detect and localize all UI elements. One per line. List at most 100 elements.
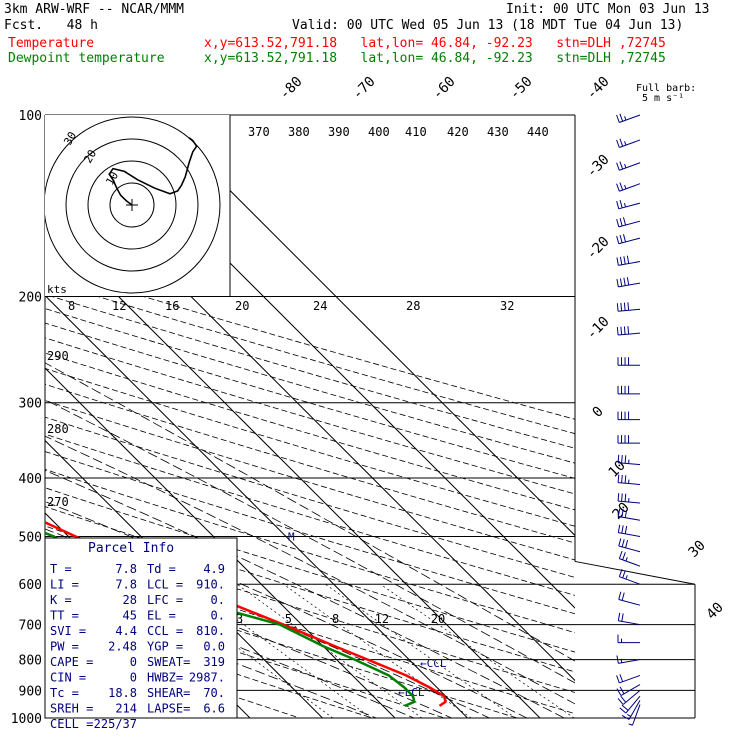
wind-barb-half-flag <box>624 116 627 121</box>
mixing-ratio-line <box>283 583 472 718</box>
wind-barb <box>617 690 641 705</box>
wind-barb-flag <box>620 326 623 335</box>
wind-barb-flag <box>623 326 626 335</box>
wind-barb-flag <box>616 235 620 244</box>
wind-barb <box>616 138 641 148</box>
theta-label: 440 <box>527 125 549 139</box>
wind-barb-flag <box>617 493 620 502</box>
legend-temperature: Temperature <box>8 36 95 51</box>
wind-barb-flag <box>617 454 620 463</box>
wind-barb <box>616 255 641 266</box>
isotherm-line <box>154 115 575 537</box>
parcel-label: PW = <box>50 640 79 654</box>
isotherm-label: 30 <box>686 538 709 561</box>
mixed-layer-marker: M <box>288 530 295 543</box>
hodograph-ring <box>87 160 177 250</box>
wind-barb-flag <box>619 686 625 695</box>
pressure-tick-label: 700 <box>19 619 42 634</box>
pressure-tick-label: 600 <box>19 578 42 593</box>
pressure-tick-label: 500 <box>19 530 42 545</box>
parcel-title: Parcel Info <box>88 541 174 556</box>
wind-barb-flag <box>619 674 624 682</box>
wind-barb-staff <box>618 599 641 606</box>
wind-barb <box>617 385 640 395</box>
theta-label: 420 <box>447 125 469 139</box>
wind-barb <box>618 538 641 553</box>
wind-barb-flag <box>627 326 630 335</box>
wind-barb-staff <box>622 690 641 705</box>
hodograph-ring-label: 20 <box>81 148 99 166</box>
pressure-tick-label: 200 <box>19 291 42 306</box>
hodograph-kts-label: kts <box>47 283 67 296</box>
parcel-value: 45 <box>123 609 137 623</box>
parcel-label: K = <box>50 593 72 607</box>
wind-barb <box>621 700 641 720</box>
isotherm-label: 20 <box>610 500 633 523</box>
wind-barb-flag <box>617 524 621 533</box>
dry-adiabat <box>45 566 519 718</box>
mixing-ratio-line <box>236 583 423 718</box>
wind-barb-flag <box>619 138 624 147</box>
wind-barb-flag <box>616 162 620 171</box>
pressure-tick-label: 300 <box>19 397 42 412</box>
wind-barb <box>616 684 641 696</box>
wind-barb-flag <box>624 509 628 518</box>
parcel-label: CELL = <box>50 717 93 731</box>
wind-barb-flag <box>621 493 623 502</box>
mixing-ratio-line <box>188 583 372 718</box>
wind-barb-half-flag <box>627 713 632 717</box>
hodograph-speed-label: 24 <box>313 299 327 313</box>
mixing-ratio-label: 8 <box>332 612 339 626</box>
wind-barb <box>616 234 641 245</box>
isotherm-label: -50 <box>507 74 536 103</box>
dry-adiabat <box>45 451 575 615</box>
wind-barb-half-flag <box>624 163 627 169</box>
wind-barb <box>617 357 640 366</box>
hodograph-speed-label: 12 <box>112 299 126 313</box>
wind-barb-flag <box>621 525 624 534</box>
wind-barb <box>616 113 641 123</box>
parcel-label: T = <box>50 562 72 576</box>
wind-barb-flag <box>618 538 622 547</box>
wind-barb-flag <box>616 200 620 209</box>
wind-barb-flag <box>622 234 627 243</box>
wind-barb-flag <box>616 139 620 148</box>
isotherm-label: 40 <box>704 600 727 623</box>
parcel-label: YGP = <box>147 640 183 654</box>
wind-barb-staff <box>619 162 641 171</box>
moist-adiabat <box>45 470 566 718</box>
moist-adiabat <box>45 399 575 684</box>
wind-barb-half-flag <box>620 658 623 663</box>
parcel-label: EL = <box>147 609 176 623</box>
parcel-label: SREH = <box>50 702 93 716</box>
wind-barb-flag <box>620 695 627 703</box>
wind-barb-flag <box>619 182 624 191</box>
parcel-panel-box <box>44 537 238 719</box>
hodograph-rings <box>45 116 221 294</box>
dry-adiabat <box>45 506 575 673</box>
barb-key-label: Full barb: <box>636 83 697 94</box>
hodograph-ring <box>109 182 155 228</box>
mixing-ratio-label: 20 <box>431 612 445 626</box>
parcel-label: SHEAR= <box>147 686 190 700</box>
parcel-value: 7.8 <box>115 562 137 576</box>
wind-barb-flag <box>616 183 620 192</box>
parcel-label: Td = <box>147 562 176 576</box>
moist-adiabat <box>45 362 575 662</box>
wind-barb-flag <box>616 675 620 684</box>
wind-barb-flag <box>616 688 622 696</box>
wind-barb-flag <box>619 256 623 265</box>
dry-adiabat <box>45 545 575 715</box>
temperature-profile <box>45 521 447 707</box>
hodograph-speed-label: 8 <box>68 299 75 313</box>
theta-label: 400 <box>368 125 390 139</box>
wind-barb-flag <box>616 327 619 336</box>
hodograph-ring-label: 10 <box>103 170 121 188</box>
wind-barb-half-flag <box>624 141 627 146</box>
wind-barb-flag <box>621 509 624 518</box>
wind-barb <box>616 200 641 210</box>
dry-adiabat <box>45 322 575 479</box>
location-line-dewpoint: x,y=613.52,791.18 lat,lon= 46.84, -92.23… <box>204 51 666 66</box>
parcel-value: 2.48 <box>108 640 137 654</box>
